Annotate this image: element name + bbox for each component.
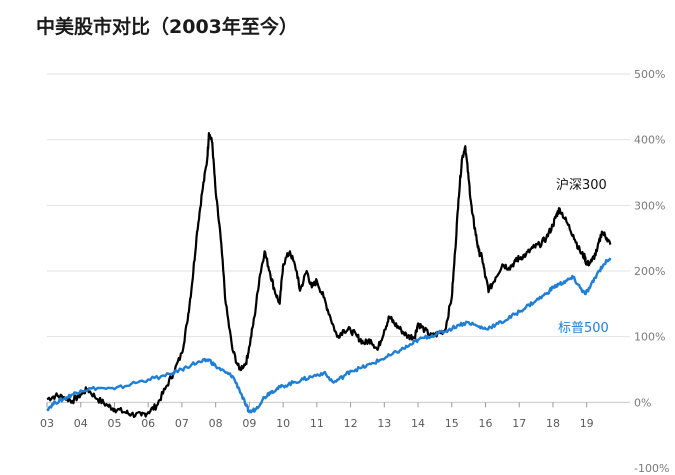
chart-title: 中美股市对比（2003年至今） <box>36 15 298 38</box>
x-tick-label: 16 <box>479 417 493 430</box>
x-tick-label: 09 <box>242 417 256 430</box>
x-tick-label: 15 <box>445 417 459 430</box>
x-axis-tick-labels: 03 04 05 06 07 08 09 10 11 12 13 14 15 16 17 18 19 <box>40 402 594 430</box>
series-line <box>46 257 612 414</box>
y-tick-label: 500% <box>634 68 665 81</box>
x-tick-label: 04 <box>74 417 88 430</box>
y-tick-label: 400% <box>634 134 665 147</box>
x-tick-label: 10 <box>276 417 290 430</box>
x-tick-label: 19 <box>580 417 594 430</box>
x-tick-label: 18 <box>546 417 560 430</box>
y-tick-label: -100% <box>634 462 669 475</box>
x-tick-label: 06 <box>141 417 155 430</box>
x-tick-label: 03 <box>40 417 54 430</box>
y-tick-label: 200% <box>634 265 665 278</box>
series-labels: 沪深300 标普500 <box>556 177 609 336</box>
y-tick-label: 300% <box>634 199 665 212</box>
x-tick-label: 11 <box>310 417 324 430</box>
y-axis-tick-labels: 500% 400% 300% 200% 100% 0% -100% <box>634 68 669 475</box>
y-tick-label: 100% <box>634 331 665 344</box>
x-tick-label: 12 <box>344 417 358 430</box>
x-tick-label: 17 <box>512 417 526 430</box>
y-tick-label: 0% <box>634 396 651 409</box>
x-tick-label: 14 <box>411 417 425 430</box>
x-tick-label: 07 <box>175 417 189 430</box>
x-tick-label: 13 <box>377 417 391 430</box>
x-tick-label: 08 <box>209 417 223 430</box>
series-line <box>46 132 612 418</box>
series-label-hs300: 沪深300 <box>556 177 607 193</box>
series-lines <box>46 132 612 418</box>
x-tick-label: 05 <box>107 417 121 430</box>
series-label-sp500: 标普500 <box>558 321 609 336</box>
